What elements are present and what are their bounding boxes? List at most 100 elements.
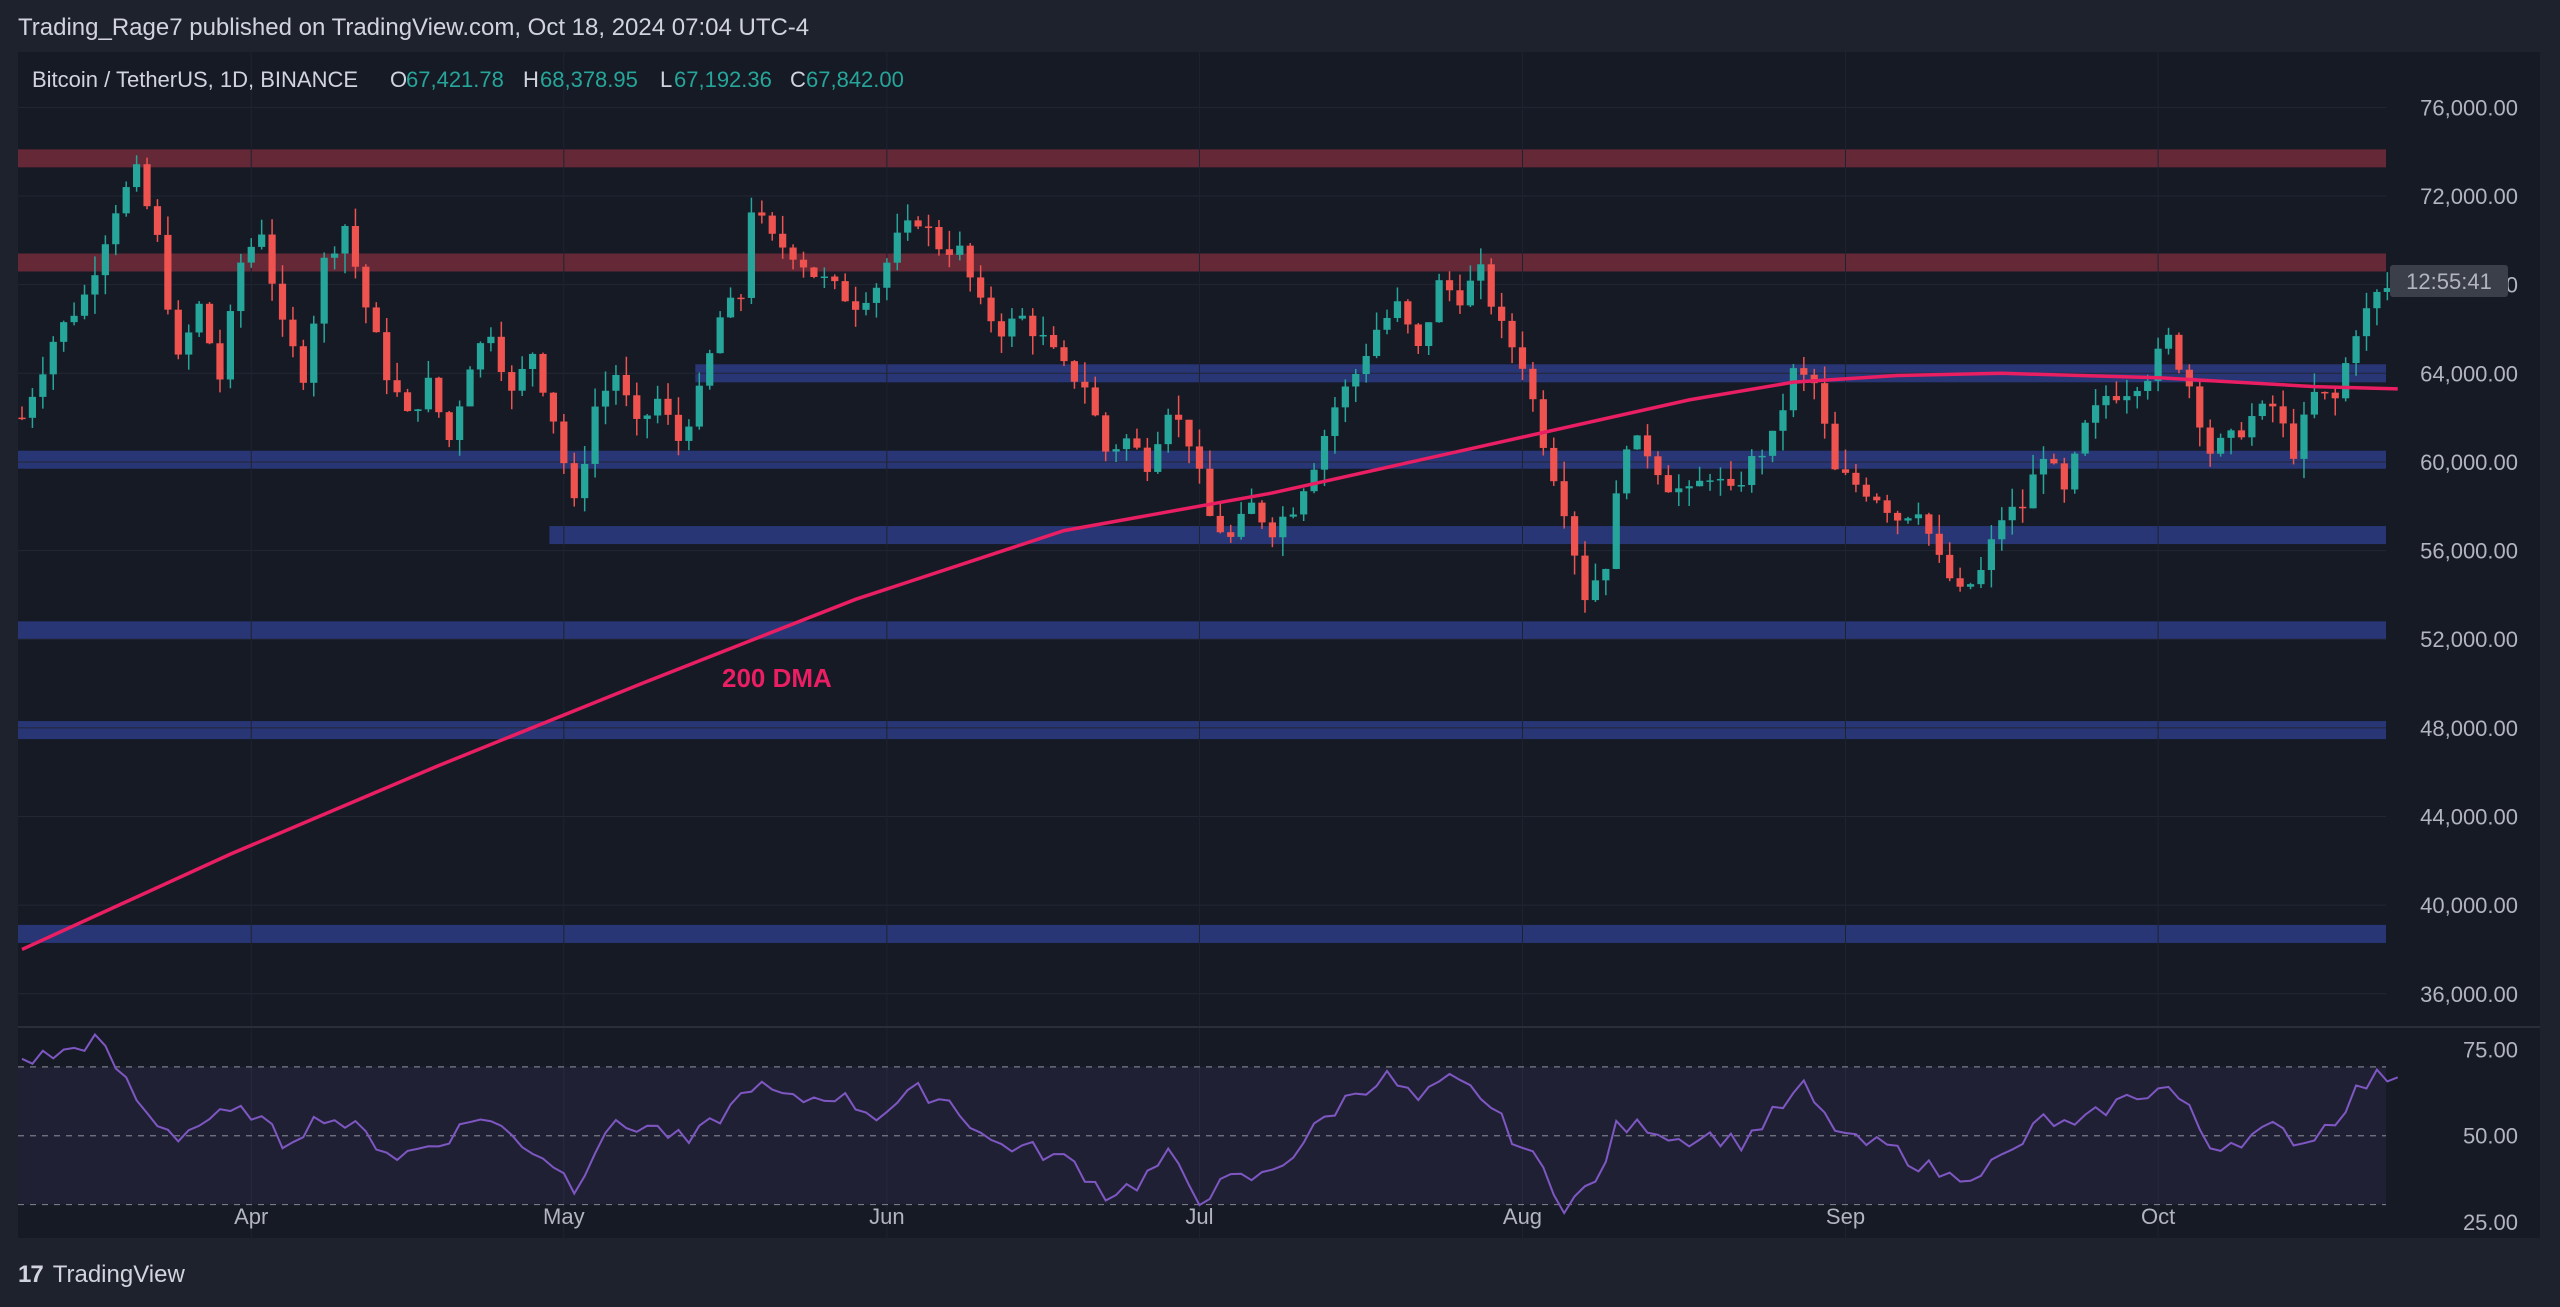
time-tick-label: Apr [234, 1204, 268, 1229]
tradingview-brand[interactable]: TradingView [52, 1261, 185, 1288]
candle-body [2227, 430, 2235, 438]
price-tick-label: 64,000.00 [2420, 361, 2518, 386]
candle-body [476, 343, 485, 370]
candle-body [1206, 468, 1214, 516]
rsi-tick-label: 75.00 [2463, 1038, 2518, 1063]
tradingview-logo-icon[interactable]: 17 [18, 1261, 44, 1288]
candle-body [1466, 280, 1474, 306]
candle-body [924, 226, 933, 228]
legend-ohlc: O 67,421.78 H 68,378.95 L 67,192.36 C 67… [390, 67, 904, 92]
candle-body [893, 232, 901, 263]
candle-body [1237, 513, 1245, 537]
candle-body [1727, 478, 1735, 486]
candle-body [143, 164, 151, 207]
candle-body [560, 421, 568, 464]
candle-body [1883, 500, 1891, 513]
candle-body [1060, 347, 1068, 362]
candle-body [2321, 391, 2329, 394]
legend-low: 67,192.36 [674, 67, 772, 92]
candle-body [1018, 315, 1026, 319]
candle-body [80, 294, 89, 316]
chart-panel[interactable]: 200 DMA Bitcoin / TetherUS, 1D, BINANCE … [18, 52, 2540, 1238]
candle-body [466, 369, 474, 407]
candle-body [133, 164, 141, 188]
candle-body [1914, 514, 1923, 519]
candle-body [122, 187, 130, 214]
candle-body [1175, 414, 1183, 420]
candle-body [1143, 447, 1151, 472]
candle-body [591, 406, 599, 464]
candle-body [2008, 506, 2016, 521]
candle-body [539, 353, 547, 393]
candle-body [779, 233, 787, 248]
candle-body [2019, 506, 2027, 509]
legend-high: 68,378.95 [540, 67, 638, 92]
candle-body [91, 275, 99, 295]
candle-body [1987, 539, 1995, 571]
candle-body [2091, 405, 2100, 423]
candle-body [351, 226, 360, 267]
candle-body [852, 301, 860, 310]
candle-body [2164, 334, 2173, 349]
candle-body [331, 253, 339, 258]
candle-body [278, 283, 287, 320]
candle-body [1216, 515, 1224, 533]
candle-body [1894, 512, 1902, 521]
candle-body [1821, 383, 1829, 424]
candle-body [414, 409, 422, 412]
candle-body [1414, 324, 1422, 347]
candle-body [1602, 568, 1610, 581]
candle-body [1664, 475, 1672, 493]
rsi-axis: 75.00 50.00 25.00 [2463, 1038, 2518, 1235]
candle-body [1518, 347, 1527, 369]
candle-body [1425, 322, 1433, 347]
candle-body [1696, 480, 1704, 487]
candle-body [654, 398, 662, 416]
candle-body [1331, 407, 1339, 436]
candle-body [2112, 396, 2121, 401]
candle-body [1654, 456, 1662, 476]
price-tick-label: 44,000.00 [2420, 804, 2518, 829]
candle-body [716, 317, 724, 354]
candle-body [247, 246, 255, 263]
candles-layer [18, 155, 2391, 613]
candle-body [1633, 435, 1641, 450]
candle-body [310, 323, 318, 383]
support-zone [18, 621, 2386, 640]
candle-body [205, 303, 214, 344]
candle-body [258, 234, 266, 247]
rsi-band [18, 1066, 2386, 1205]
candle-body [2206, 427, 2214, 454]
candle-body [570, 463, 578, 499]
candle-body [1904, 518, 1912, 521]
candle-body [1029, 315, 1037, 337]
price-chart[interactable]: 200 DMA Bitcoin / TetherUS, 1D, BINANCE … [18, 52, 2540, 1238]
candle-body [914, 220, 922, 227]
candle-body [1445, 280, 1454, 291]
candle-body [2248, 416, 2256, 438]
candle-body [1164, 414, 1172, 445]
candle-body [2123, 396, 2131, 401]
candle-body [268, 234, 276, 284]
candle-body [435, 377, 443, 413]
candle-body [2133, 390, 2141, 397]
candle-body [1112, 449, 1120, 452]
candle-body [185, 332, 193, 355]
candle-body [2373, 291, 2381, 309]
candle-body [1352, 374, 1360, 387]
dma-200-label: 200 DMA [722, 663, 832, 693]
countdown-text: 12:55:41 [2406, 269, 2492, 294]
candle-body [1498, 306, 1506, 321]
time-tick-label: May [543, 1204, 585, 1229]
time-axis: Apr May Jun Jul Aug Sep Oct [234, 1204, 2175, 1229]
candle-body [2383, 288, 2391, 292]
candle-body [1873, 496, 1881, 501]
legend-c-label: C [790, 67, 806, 92]
candle-body [2081, 422, 2089, 454]
candle-body [1685, 486, 1693, 489]
candle-body [424, 377, 432, 410]
candle-body [612, 374, 620, 391]
candle-body [195, 303, 203, 333]
candle-body [112, 213, 120, 245]
legend-symbol: Bitcoin / TetherUS, 1D, BINANCE [32, 67, 358, 92]
